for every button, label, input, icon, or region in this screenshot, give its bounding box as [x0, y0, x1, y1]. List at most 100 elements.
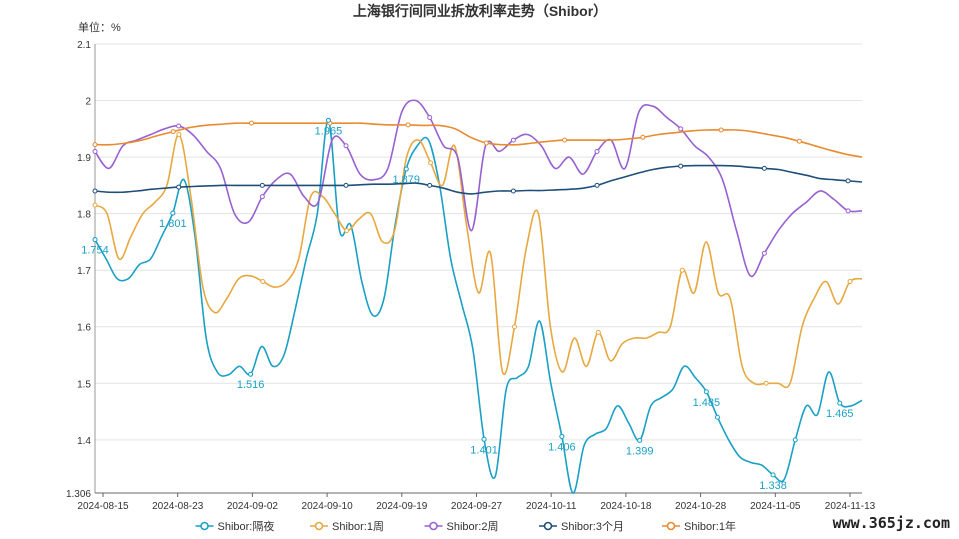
series-point-2	[845, 208, 851, 214]
chart-title: 上海银行间同业拆放利率走势（Shibor）	[353, 3, 607, 19]
series-point-3	[259, 182, 265, 188]
series-point-1	[92, 202, 98, 208]
series-line-3	[94, 164, 863, 195]
series-point-0	[792, 437, 798, 443]
data-label-point	[248, 371, 254, 377]
series-line-1	[94, 133, 863, 389]
x-tick-label: 2024-09-27	[451, 501, 503, 512]
series-point-2	[259, 194, 265, 200]
data-label-point	[403, 166, 409, 172]
series-point-1	[763, 380, 769, 386]
series-point-3	[176, 184, 182, 190]
series-point-3	[594, 182, 600, 188]
series-point-2	[678, 126, 684, 132]
data-label-point	[637, 437, 643, 443]
series-point-1	[847, 279, 853, 285]
series-point-2	[92, 148, 98, 154]
series-point-4	[718, 127, 724, 133]
series-point-4	[92, 142, 98, 148]
y-tick-label: 1.4	[77, 436, 91, 447]
legend-label: Shibor:隔夜	[218, 519, 275, 533]
series-point-4	[249, 120, 255, 126]
x-tick-label: 2024-09-10	[302, 501, 354, 512]
data-label-point	[170, 210, 176, 216]
x-tick-label: 2024-11-13	[825, 501, 876, 512]
data-label: 1.465	[826, 408, 854, 420]
series-point-2	[343, 143, 349, 149]
series-point-2	[761, 250, 767, 256]
series-layer	[92, 99, 863, 494]
data-label: 1.801	[159, 218, 187, 230]
x-tick-label: 2024-09-19	[376, 501, 428, 512]
data-label-point	[92, 237, 98, 243]
legend-item-3[interactable]: Shibor:3个月	[539, 520, 624, 533]
series-point-1	[595, 329, 601, 335]
series-point-3	[678, 163, 684, 169]
data-label-point	[559, 433, 565, 439]
y-tick-label: 1.6	[77, 323, 91, 334]
data-label-point	[770, 472, 776, 478]
series-point-0	[714, 414, 720, 420]
series-point-3	[761, 165, 767, 171]
data-label: 1.754	[81, 245, 109, 257]
data-label: 1.965	[315, 125, 343, 137]
series-point-1	[260, 279, 266, 285]
data-labels: 1.754 1.801 1.516 1.965 1.879 1.401 1.406 1.399…	[81, 117, 854, 492]
data-label: 1.399	[626, 445, 654, 457]
data-label-point	[481, 436, 487, 442]
legend[interactable]: Shibor:隔夜 Shibor:1周 Shibor:2周 Shibor:3个月 Shi…	[195, 519, 736, 533]
x-tick-label: 2024-08-15	[77, 501, 129, 512]
legend-item-4[interactable]: Shibor:1年	[662, 519, 736, 533]
data-label: 1.401	[470, 444, 498, 456]
series-point-4	[483, 140, 489, 146]
y-tick-label: 2.1	[77, 40, 91, 51]
legend-label: Shibor:1年	[684, 519, 736, 533]
y-tick-label: 1.306	[66, 489, 91, 500]
y-tick-label: 2	[85, 97, 91, 108]
series-line-0	[94, 119, 863, 494]
data-label: 1.406	[548, 441, 576, 453]
series-line-2	[94, 99, 863, 278]
series-point-1	[428, 160, 434, 166]
legend-label: Shibor:3个月	[561, 520, 624, 533]
x-tick-label: 2024-10-28	[675, 501, 727, 512]
series-point-4	[640, 134, 646, 140]
x-axis: 2024-08-15 2024-08-23 2024-09-02 2024-09-10…	[77, 492, 876, 512]
series-point-3	[92, 188, 98, 194]
series-point-1	[344, 228, 350, 234]
series-point-3	[845, 178, 851, 184]
x-tick-label: 2024-08-23	[152, 501, 204, 512]
y-tick-label: 1.5	[77, 379, 91, 390]
x-tick-label: 2024-10-18	[600, 501, 652, 512]
series-point-4	[562, 137, 568, 143]
series-point-4	[170, 129, 176, 135]
series-point-2	[427, 115, 433, 121]
legend-label: Shibor:1周	[332, 520, 384, 533]
series-point-1	[679, 267, 685, 273]
data-label-point	[703, 389, 709, 395]
series-point-1	[176, 131, 182, 137]
x-tick-label: 2024-10-11	[526, 501, 577, 512]
series-point-4	[796, 138, 802, 144]
watermark: www.365jz.com	[833, 514, 950, 532]
series-point-2	[594, 148, 600, 154]
unit-label: 单位：%	[78, 20, 121, 34]
legend-item-2[interactable]: Shibor:2周	[424, 520, 499, 533]
legend-item-1[interactable]: Shibor:1周	[310, 520, 384, 533]
y-tick-label: 1.7	[77, 266, 91, 277]
series-point-3	[510, 188, 516, 194]
x-tick-label: 2024-11-05	[750, 501, 801, 512]
data-label: 1.879	[392, 174, 420, 186]
legend-item-0[interactable]: Shibor:隔夜	[195, 519, 275, 533]
data-label-point	[325, 117, 331, 123]
data-label: 1.516	[237, 379, 265, 391]
series-point-1	[511, 324, 517, 330]
data-label-point	[837, 400, 843, 406]
series-point-3	[427, 182, 433, 188]
y-tick-label: 1.9	[77, 153, 91, 164]
x-tick-label: 2024-09-02	[227, 501, 279, 512]
grid	[95, 43, 862, 494]
series-point-3	[343, 182, 349, 188]
y-axis: 1.306 1.4 1.5 1.6 1.7 1.8 1.9 2 2.1	[66, 40, 96, 500]
